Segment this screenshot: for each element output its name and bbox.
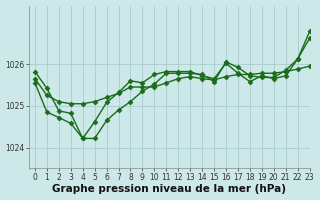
X-axis label: Graphe pression niveau de la mer (hPa): Graphe pression niveau de la mer (hPa) (52, 184, 286, 194)
